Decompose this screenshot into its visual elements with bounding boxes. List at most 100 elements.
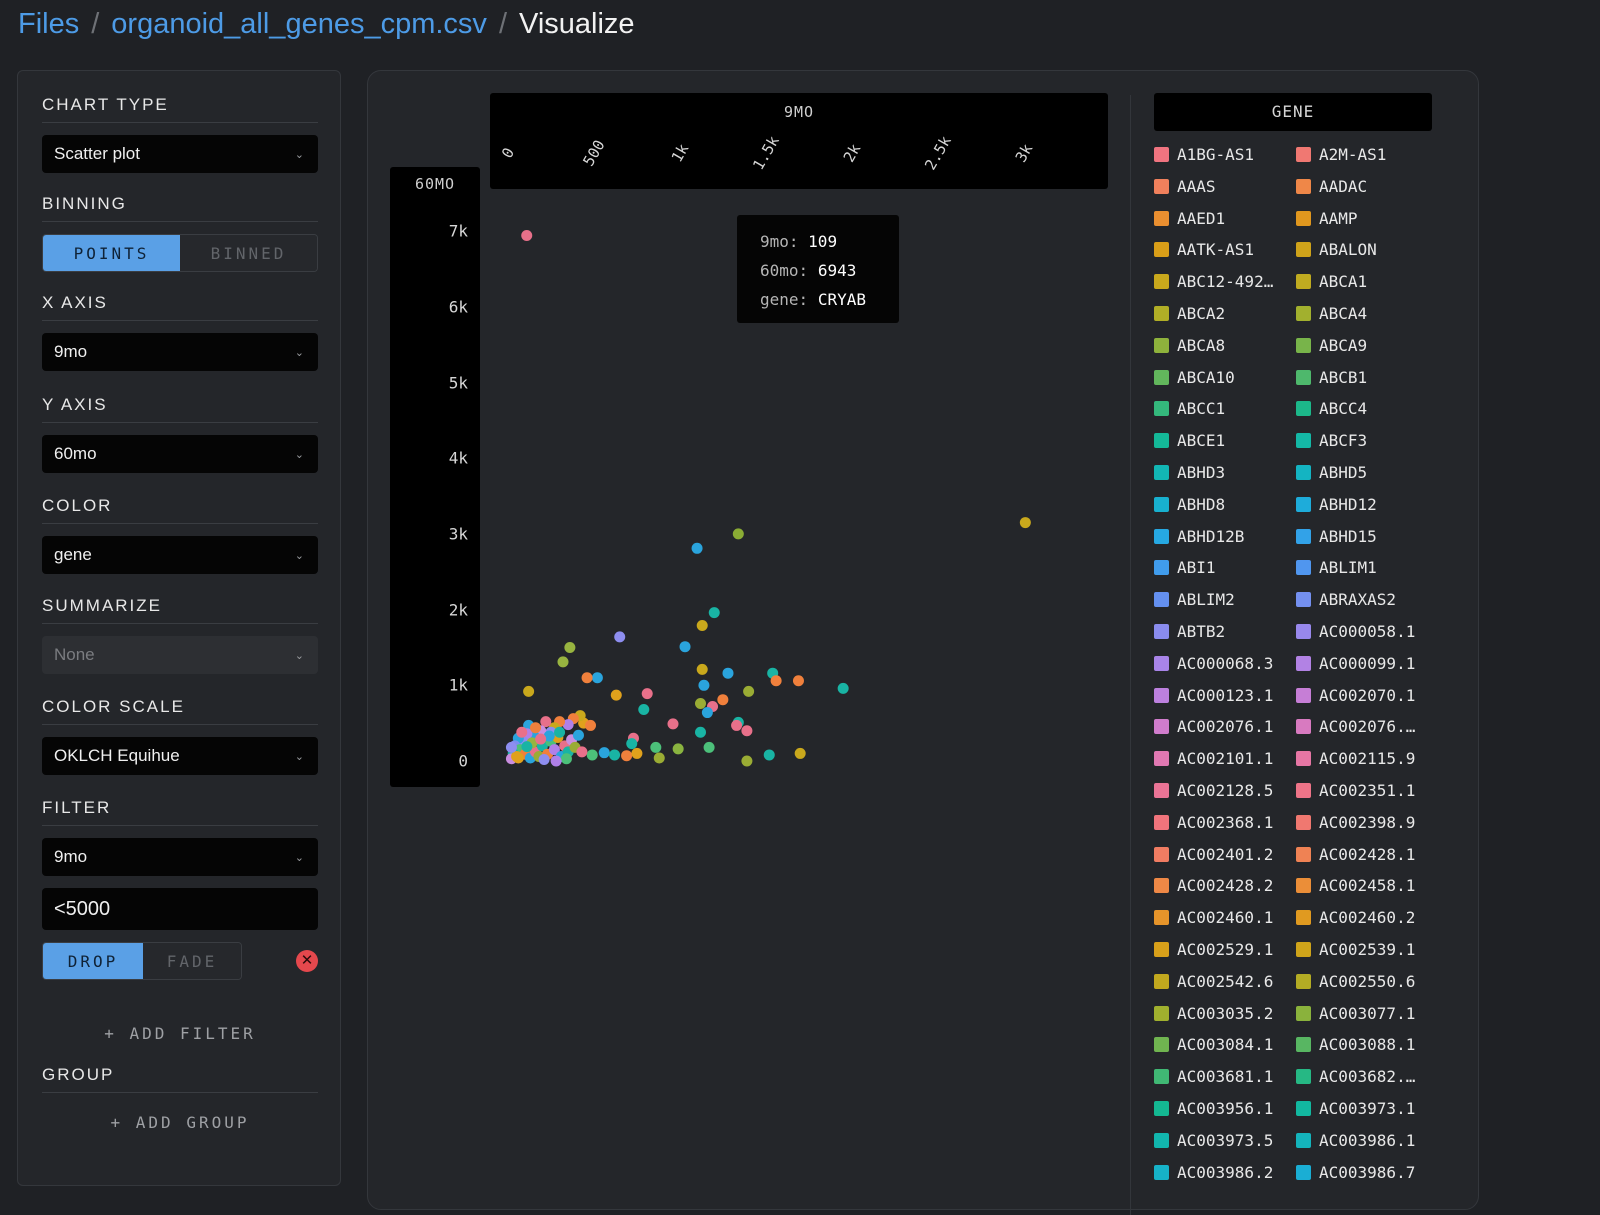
breadcrumb-files-link[interactable]: Files [18,8,80,40]
data-point[interactable] [731,719,743,731]
legend-item[interactable]: ABCA8 [1154,336,1225,355]
data-point[interactable] [564,641,576,653]
data-point[interactable] [732,528,744,540]
data-point[interactable] [505,741,517,753]
legend-item[interactable]: ABCA1 [1296,272,1367,291]
legend-item[interactable]: AC003084.1 [1154,1035,1273,1054]
filter-expression-input[interactable]: <5000 [42,888,318,930]
legend-item[interactable]: ABHD5 [1296,463,1367,482]
legend-item[interactable]: AC003973.5 [1154,1131,1273,1150]
legend-item[interactable]: AC002076.… [1296,717,1415,736]
legend-item[interactable]: AC003088.1 [1296,1035,1415,1054]
data-point[interactable] [679,641,691,653]
legend-item[interactable]: ABCE1 [1154,431,1225,450]
data-point[interactable] [576,746,588,758]
data-point[interactable] [717,694,729,706]
legend-item[interactable]: AAMP [1296,209,1358,228]
legend-item[interactable]: ABRAXAS2 [1296,590,1396,609]
data-point[interactable] [722,667,734,679]
legend-item[interactable]: AC002398.9 [1296,813,1415,832]
x-axis-select[interactable]: 9mo ⌄ [42,333,318,371]
data-point[interactable] [672,743,684,755]
data-point[interactable] [696,663,708,675]
add-group-button[interactable]: + ADD GROUP [110,1113,250,1132]
binning-points-button[interactable]: POINTS [43,235,180,271]
legend-item[interactable]: ABTB2 [1154,622,1225,641]
data-point[interactable] [641,688,653,700]
legend-item[interactable]: AC003035.2 [1154,1004,1273,1023]
data-point[interactable] [535,733,547,745]
legend-item[interactable]: AC003956.1 [1154,1099,1273,1118]
legend-item[interactable]: AC003986.7 [1296,1163,1415,1182]
legend-item[interactable]: AC003973.1 [1296,1099,1415,1118]
data-point[interactable] [521,229,533,241]
legend-item[interactable]: AC002460.2 [1296,908,1415,927]
data-point[interactable] [585,719,596,731]
legend-item[interactable]: ABLIM2 [1154,590,1235,609]
legend-item[interactable]: AC000099.1 [1296,654,1415,673]
legend-item[interactable]: ABCC1 [1154,399,1225,418]
legend-item[interactable]: AC002076.1 [1154,717,1273,736]
legend-item[interactable]: ABHD15 [1296,527,1377,546]
filter-column-select[interactable]: 9mo ⌄ [42,838,318,876]
legend-item[interactable]: AC002458.1 [1296,876,1415,895]
legend-item[interactable]: ABHD3 [1154,463,1225,482]
legend-item[interactable]: AC003986.2 [1154,1163,1273,1182]
data-point[interactable] [691,542,703,554]
add-filter-button[interactable]: + ADD FILTER [104,1024,256,1043]
summarize-select[interactable]: None ⌄ [42,636,318,674]
data-point[interactable] [741,725,753,737]
data-point[interactable] [1019,517,1031,529]
legend-item[interactable]: AC000058.1 [1296,622,1415,641]
data-point[interactable] [530,722,541,734]
data-point[interactable] [591,672,603,684]
data-point[interactable] [696,620,708,632]
legend-item[interactable]: ABCA2 [1154,304,1225,323]
filter-fade-button[interactable]: FADE [143,943,241,979]
data-point[interactable] [763,749,775,761]
data-point[interactable] [701,707,713,719]
legend-item[interactable]: ABHD8 [1154,495,1225,514]
legend-item[interactable]: AC003077.1 [1296,1004,1415,1023]
legend-item[interactable]: AC002428.1 [1296,845,1415,864]
legend-item[interactable]: ABCC4 [1296,399,1367,418]
data-point[interactable] [614,631,626,643]
data-point[interactable] [708,607,720,619]
data-point[interactable] [792,675,804,687]
data-point[interactable] [695,697,706,709]
legend-item[interactable]: AC002539.1 [1296,940,1415,959]
data-point[interactable] [543,730,555,742]
data-point[interactable] [794,747,806,759]
data-point[interactable] [610,689,622,701]
scatter-plot-area[interactable] [368,71,1108,791]
data-point[interactable] [598,747,610,759]
legend-item[interactable]: ABCA4 [1296,304,1367,323]
data-point[interactable] [626,738,638,750]
data-point[interactable] [703,741,715,753]
data-point[interactable] [743,685,755,697]
legend-item[interactable]: AC002101.1 [1154,749,1273,768]
legend-item[interactable]: AAED1 [1154,209,1225,228]
legend-item[interactable]: ABLIM1 [1296,558,1377,577]
legend-item[interactable]: ABC12-492… [1154,272,1273,291]
data-point[interactable] [550,755,562,767]
data-point[interactable] [581,672,593,684]
legend-item[interactable]: ABCB1 [1296,368,1367,387]
legend-item[interactable]: AC003986.1 [1296,1131,1415,1150]
color-scale-select[interactable]: OKLCH Equihue ⌄ [42,737,318,775]
legend-item[interactable]: ABHD12 [1296,495,1377,514]
legend-item[interactable]: ABI1 [1154,558,1216,577]
legend-item[interactable]: AC000123.1 [1154,686,1273,705]
legend-item[interactable]: AAAS [1154,177,1216,196]
data-point[interactable] [572,729,584,741]
legend-item[interactable]: AC002128.5 [1154,781,1273,800]
legend-item[interactable]: AC000068.3 [1154,654,1273,673]
data-point[interactable] [562,719,574,731]
legend-item[interactable]: AC003681.1 [1154,1067,1273,1086]
legend-item[interactable]: AC002460.1 [1154,908,1273,927]
data-point[interactable] [560,753,572,765]
legend-item[interactable]: AC002529.1 [1154,940,1273,959]
remove-filter-close-icon[interactable]: ✕ [296,950,318,972]
legend-item[interactable]: AC002428.2 [1154,876,1273,895]
data-point[interactable] [621,750,633,762]
